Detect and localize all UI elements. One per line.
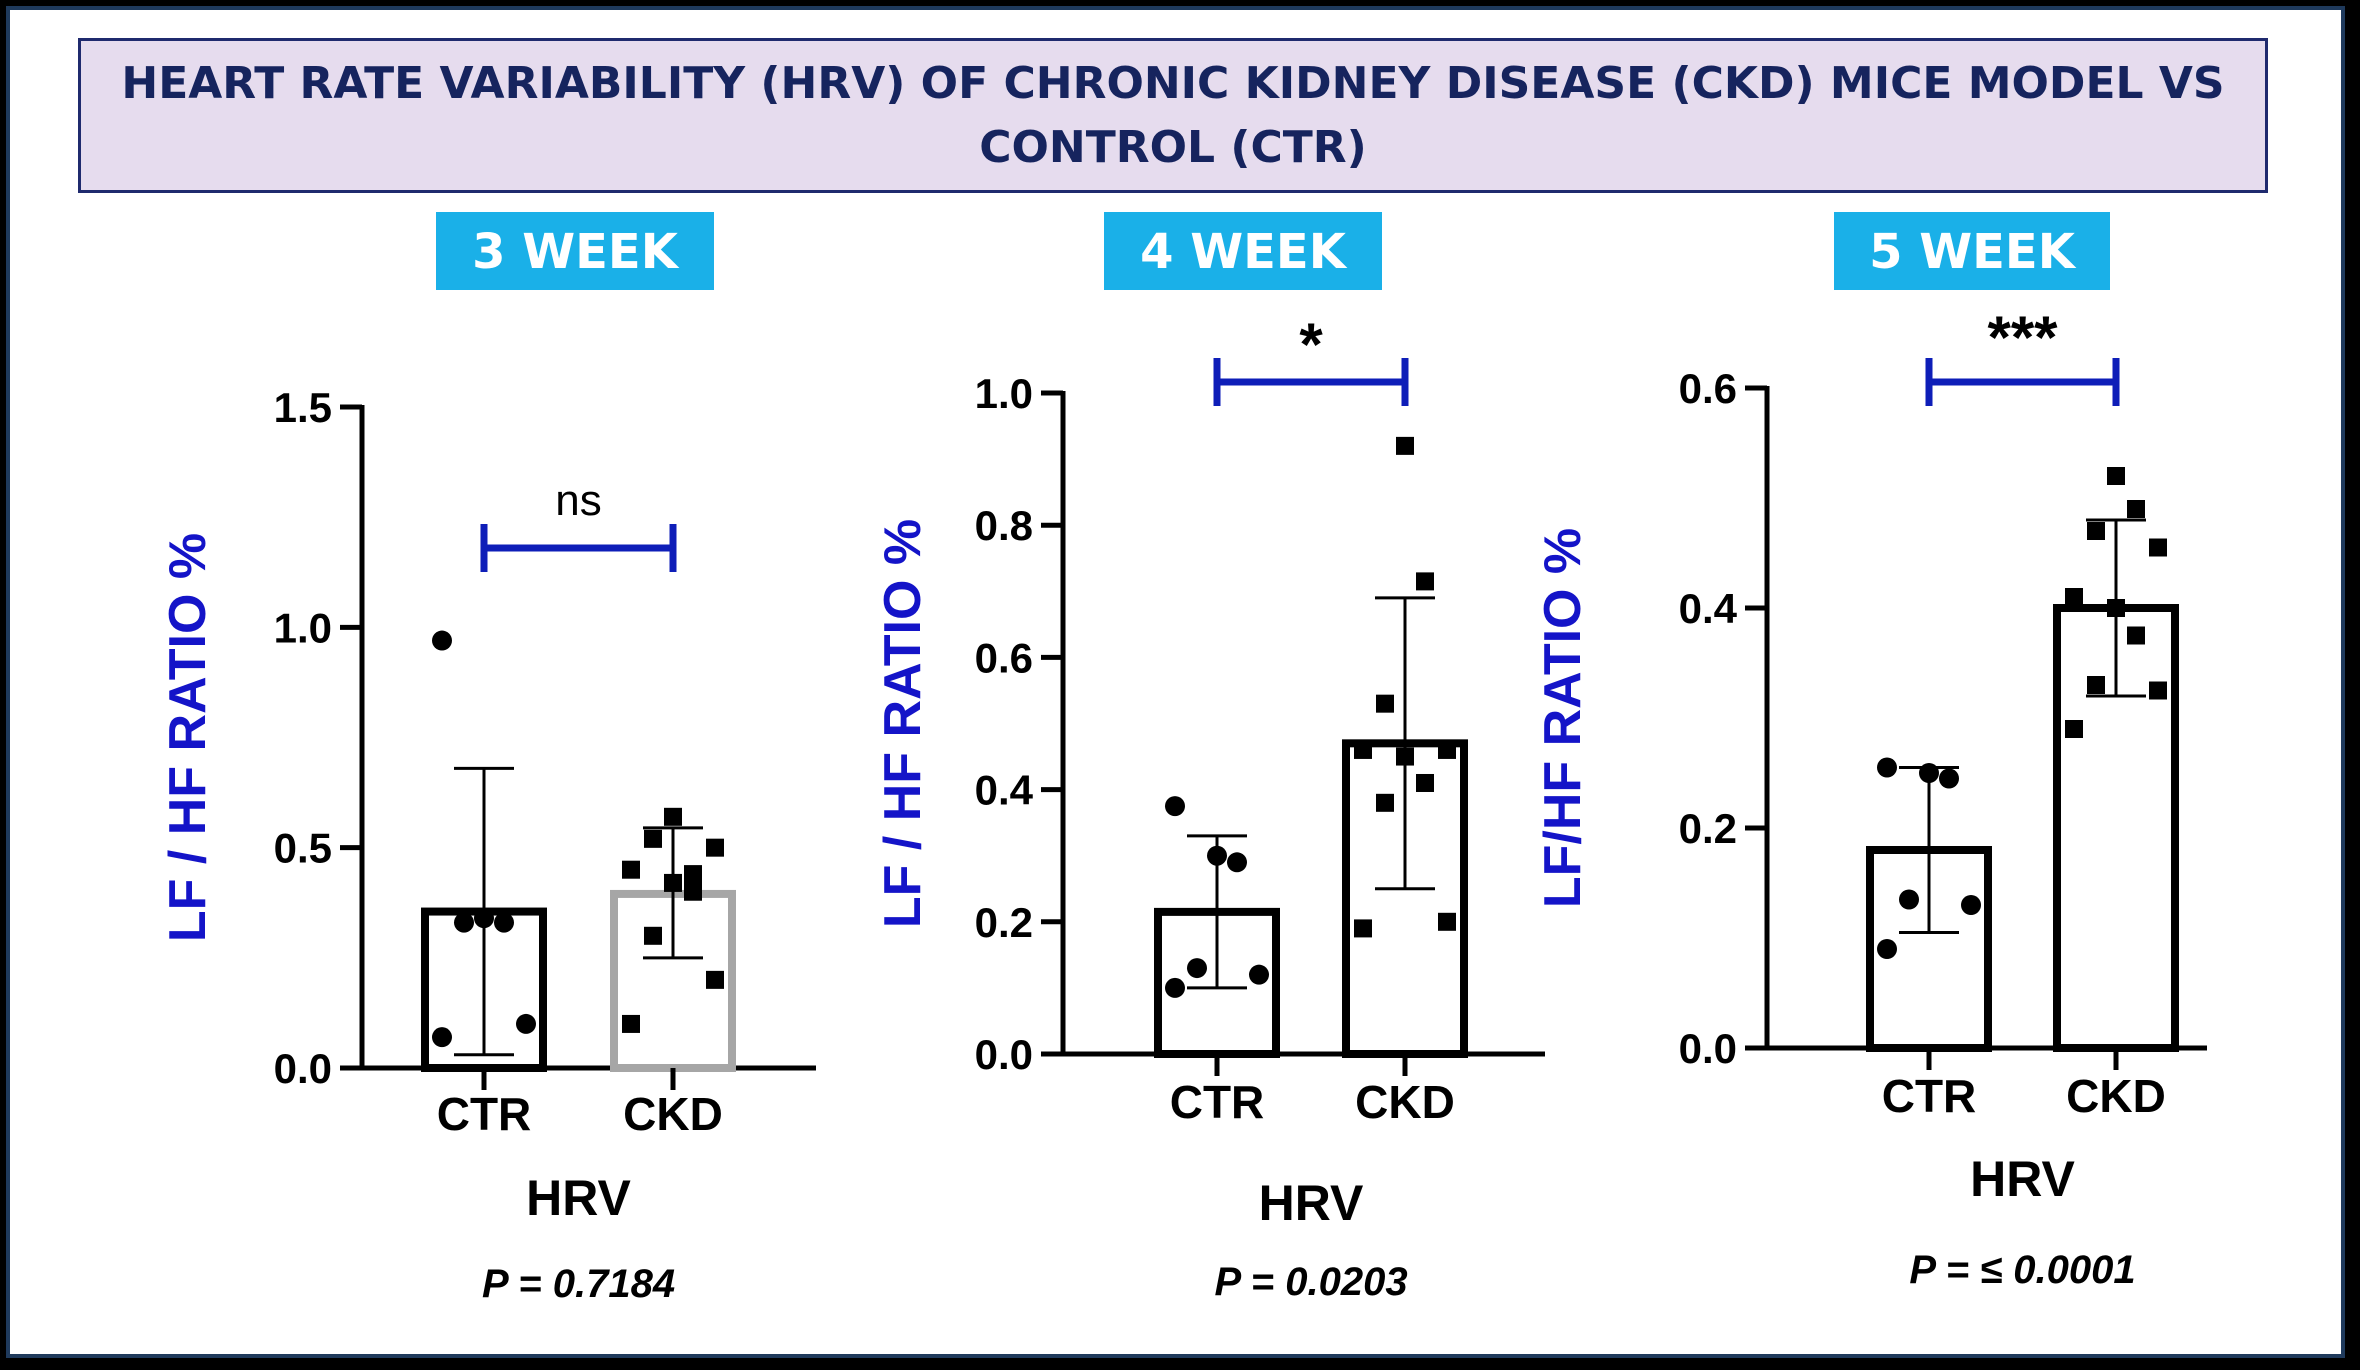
data-point — [644, 926, 662, 945]
y-tick-label: 0.8 — [975, 502, 1033, 549]
data-point — [2065, 588, 2083, 606]
y-axis-label: LF / HF RATIO % — [874, 519, 932, 928]
data-point — [622, 1014, 640, 1033]
y-axis-label: LF/HF RATIO % — [1534, 528, 1592, 908]
y-tick-label: 0.5 — [274, 825, 332, 872]
data-point — [1877, 757, 1897, 778]
significance-label: * — [1299, 311, 1323, 378]
data-point — [1438, 740, 1456, 759]
data-point — [1249, 964, 1269, 985]
y-tick-label: 0.4 — [975, 767, 1034, 814]
title-box: HEART RATE VARIABILITY (HRV) OF CHRONIC … — [78, 38, 2268, 193]
data-point — [1939, 768, 1959, 789]
panel-1: 3 WEEK 0.0 0.5 1.0 1.5 LF / HF RATIO % CTR CKD n… — [159, 212, 816, 1306]
data-point — [684, 882, 702, 901]
x-tick-label: CTR — [437, 1088, 532, 1140]
data-point — [664, 873, 682, 892]
data-point — [2087, 522, 2105, 540]
data-point — [1376, 793, 1394, 812]
y-tick-label: 0.0 — [1679, 1025, 1737, 1072]
week-badge — [1834, 212, 2110, 290]
p-value: P = 0.0203 — [1214, 1260, 1407, 1304]
x-tick-label: CTR — [1170, 1076, 1265, 1128]
data-point — [1165, 796, 1185, 817]
x-tick-label: CKD — [2066, 1070, 2166, 1122]
y-tick-label: 0.6 — [1679, 365, 1737, 412]
data-point — [664, 807, 682, 826]
data-point — [2107, 599, 2125, 617]
x-axis-label: HRV — [1259, 1175, 1364, 1231]
data-point — [1207, 845, 1227, 866]
x-tick-label: CKD — [623, 1088, 723, 1140]
figure-title: HEART RATE VARIABILITY (HRV) OF CHRONIC … — [121, 57, 2225, 173]
x-axis-label: HRV — [526, 1170, 631, 1226]
significance-label: ns — [555, 476, 601, 525]
data-point — [1877, 939, 1897, 959]
data-point — [1961, 895, 1981, 915]
data-point — [1919, 763, 1939, 783]
data-point — [1165, 977, 1185, 998]
data-point — [2127, 500, 2145, 518]
data-point — [2107, 467, 2125, 485]
data-point — [432, 630, 452, 651]
data-point — [1416, 572, 1434, 591]
week-label: 4 WEEK — [1140, 224, 1348, 280]
data-point — [2149, 538, 2167, 557]
data-point — [1396, 747, 1414, 766]
y-tick-label: 1.0 — [975, 370, 1033, 417]
week-badge — [436, 212, 714, 290]
data-point — [494, 912, 514, 933]
x-tick-label: CTR — [1882, 1070, 1977, 1122]
p-value: P = ≤ 0.0001 — [1909, 1248, 2135, 1292]
significance-label: *** — [1987, 304, 2058, 371]
data-point — [432, 1027, 452, 1048]
data-point — [474, 908, 494, 929]
panel-2: 4 WEEK 0.0 0.2 0.4 0.6 0.8 1.0 LF / HF RATIO % C… — [874, 212, 1545, 1304]
y-axis-label: LF / HF RATIO % — [159, 533, 217, 942]
y-tick-label: 0.6 — [975, 634, 1033, 681]
y-tick-label: 0.4 — [1679, 585, 1738, 632]
data-point — [706, 838, 724, 857]
data-point — [1376, 694, 1394, 713]
data-point — [516, 1013, 536, 1034]
data-point — [1899, 889, 1919, 910]
week-label: 3 WEEK — [472, 224, 680, 280]
p-value: P = 0.7184 — [482, 1262, 675, 1306]
data-point — [1187, 958, 1207, 979]
x-tick-label: CKD — [1355, 1076, 1455, 1128]
data-point — [2127, 626, 2145, 645]
data-point — [2065, 720, 2083, 738]
y-tick-label: 1.0 — [274, 604, 332, 651]
data-point — [1416, 773, 1434, 792]
data-point — [684, 865, 702, 884]
data-point — [1227, 852, 1247, 873]
y-tick-label: 0.0 — [274, 1045, 332, 1092]
panel-3: 5 WEEK 0.0 0.2 0.4 0.6 LF/HF RATIO % CTR CKD ***… — [1534, 212, 2207, 1292]
data-point — [454, 912, 474, 933]
data-point — [1438, 912, 1456, 931]
data-point — [2149, 681, 2167, 700]
week-badge — [1104, 212, 1382, 290]
data-point — [1354, 740, 1372, 759]
y-tick-label: 0.2 — [975, 899, 1033, 946]
week-label: 5 WEEK — [1869, 224, 2077, 280]
data-point — [706, 970, 724, 989]
data-point — [2087, 676, 2105, 694]
y-tick-label: 0.2 — [1679, 805, 1737, 852]
y-tick-label: 0.0 — [975, 1031, 1033, 1078]
y-tick-label: 1.5 — [274, 384, 332, 431]
data-point — [1354, 919, 1372, 938]
data-point — [644, 829, 662, 848]
x-axis-label: HRV — [1970, 1151, 2075, 1207]
data-point — [622, 860, 640, 879]
data-point — [1396, 436, 1414, 455]
